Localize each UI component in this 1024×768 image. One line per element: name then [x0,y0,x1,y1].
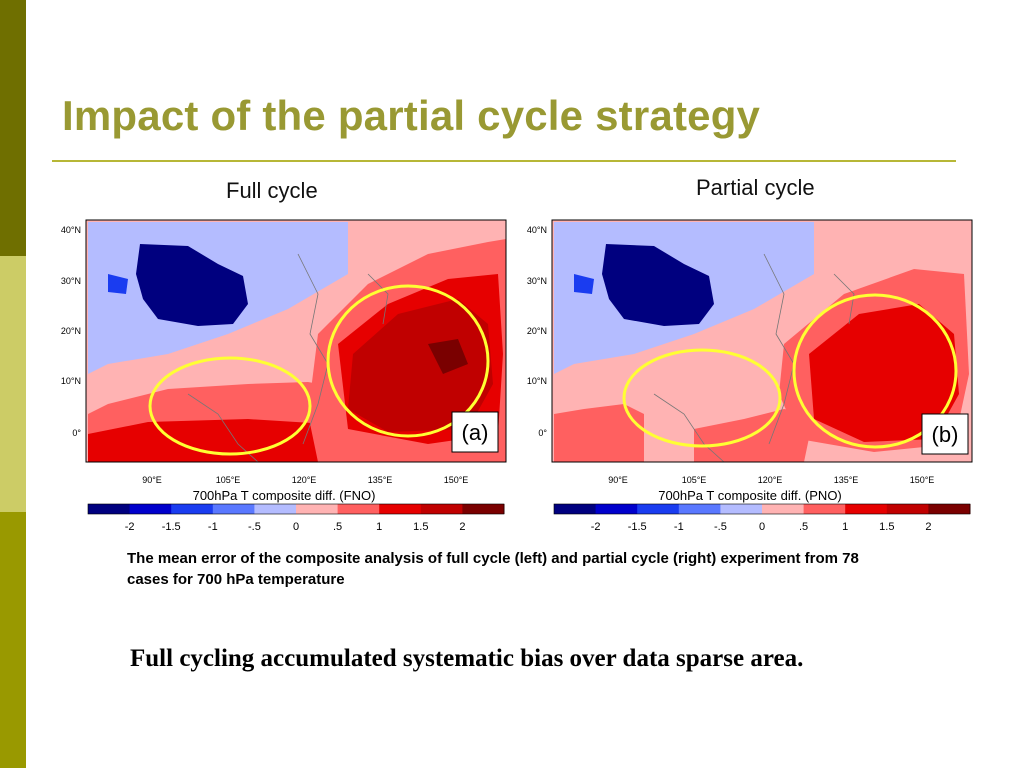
lat-label: 0° [72,428,81,438]
lon-label: 135°E [368,475,393,485]
panel-tag: (b) [932,422,959,447]
colorbar-label: -1.5 [628,521,647,533]
lat-label: 0° [538,428,547,438]
panel-heading-full-cycle: Full cycle [226,178,318,203]
lat-label: 30°N [61,276,81,286]
colorbar-swatch [420,504,463,514]
plot-title: 700hPa T composite diff. (PNO) [658,488,842,503]
colorbar-swatch [678,504,721,514]
colorbar-label: 0 [293,521,299,533]
colorbar-swatch [637,504,680,514]
colorbar-swatch [845,504,888,514]
sidebar-block-middle [0,256,26,512]
figure-caption: The mean error of the composite analysis… [127,550,859,588]
panel-tag: (a) [462,420,489,445]
lon-label: 90°E [142,475,162,485]
lon-label: 120°E [292,475,317,485]
colorbar-label: -.5 [248,521,261,533]
colorbar-label: 1.5 [879,521,894,533]
lon-label: 150°E [910,475,935,485]
colorbar-swatch [554,504,597,514]
colorbar-swatch [88,504,131,514]
colorbar [553,503,971,515]
colorbar-label: 2 [459,521,465,533]
highlight-ellipse-sw [148,356,312,456]
lon-label: 105°E [682,475,707,485]
colorbar-swatch [129,504,172,514]
colorbar-swatch [720,504,763,514]
colorbar [87,503,505,515]
colorbar-swatch [337,504,380,514]
lon-label: 135°E [834,475,859,485]
title-underline [52,160,956,162]
colorbar-swatch [296,504,339,514]
colorbar-label: -1.5 [162,521,181,533]
highlight-ellipse-sw [622,348,782,448]
temperature-bias-field-a [86,220,506,462]
map-panel-partial-cycle: (b) 40°N 30°N 20°N 10°N 0° 90°E 105°E 12… [514,214,976,536]
colorbar-label: 1 [842,521,848,533]
colorbar-label: 0 [759,521,765,533]
colorbar-label: -1 [208,521,218,533]
colorbar-swatch [928,504,971,514]
colorbar-swatch [595,504,638,514]
lat-label: 20°N [527,326,547,336]
highlight-ellipse-east [792,293,958,449]
plot-title: 700hPa T composite diff. (FNO) [193,488,376,503]
lat-label: 10°N [527,376,547,386]
colorbar-swatch [462,504,505,514]
colorbar-swatch [886,504,929,514]
lat-label: 40°N [61,225,81,235]
slide-title: Impact of the partial cycle strategy [62,92,761,139]
lat-label: 20°N [61,326,81,336]
colorbar-label: 1.5 [413,521,428,533]
lon-label: 120°E [758,475,783,485]
colorbar-swatch [212,504,255,514]
colorbar-label: .5 [333,521,342,533]
lon-label: 150°E [444,475,469,485]
panel-heading-partial-cycle: Partial cycle [696,175,815,200]
highlight-ellipse-east [326,284,490,438]
colorbar-frame [553,503,971,515]
slide-sidebar [0,0,26,768]
lon-label: 105°E [216,475,241,485]
lat-label: 10°N [61,376,81,386]
colorbar-label: -2 [125,521,135,533]
colorbar-label: -1 [674,521,684,533]
colorbar-label: .5 [799,521,808,533]
lat-label: 30°N [527,276,547,286]
colorbar-swatch [254,504,297,514]
colorbar-label: -.5 [714,521,727,533]
colorbar-frame [87,503,505,515]
colorbar-label: -2 [591,521,601,533]
colorbar-label: 1 [376,521,382,533]
map-panel-full-cycle: (a) 40°N 30°N 20°N 10°N 0° 90°E 105°E 12… [48,214,510,536]
lon-label: 90°E [608,475,628,485]
colorbar-swatch [379,504,422,514]
sidebar-block-top [0,0,26,256]
colorbar-swatch [803,504,846,514]
colorbar-label: 2 [925,521,931,533]
sidebar-block-bottom [0,512,26,768]
conclusion-text: Full cycling accumulated systematic bias… [130,645,804,672]
colorbar-swatch [762,504,805,514]
lat-label: 40°N [527,225,547,235]
colorbar-swatch [171,504,214,514]
temperature-bias-field-b [552,220,972,462]
